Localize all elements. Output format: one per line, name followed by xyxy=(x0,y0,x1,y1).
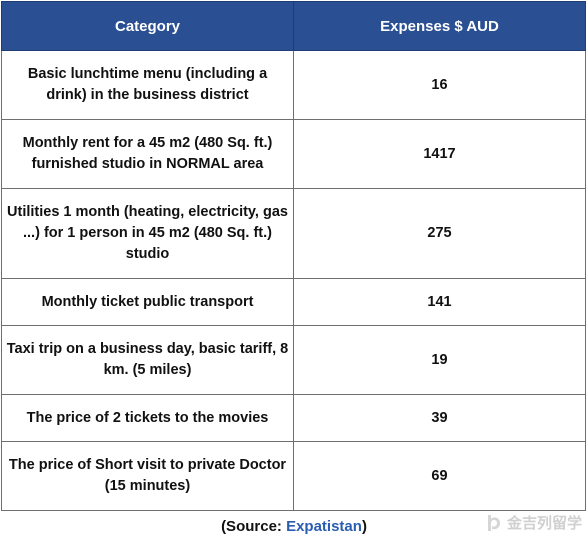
value-cell: 69 xyxy=(293,441,586,511)
table-row: Monthly ticket public transport 141 xyxy=(1,278,586,326)
source-link[interactable]: Expatistan xyxy=(286,518,362,535)
value-cell: 16 xyxy=(293,50,586,120)
table-row: The price of Short visit to private Doct… xyxy=(1,441,586,511)
table-row: Monthly rent for a 45 m2 (480 Sq. ft.) f… xyxy=(1,119,586,189)
header-category: Category xyxy=(1,1,294,51)
category-cell: Basic lunchtime menu (including a drink)… xyxy=(1,50,294,120)
source-prefix: (Source: xyxy=(221,518,287,535)
watermark-text: 金吉列留学 xyxy=(506,515,582,532)
header-expenses: Expenses $ AUD xyxy=(293,1,586,51)
category-cell: Utilities 1 month (heating, electricity,… xyxy=(1,188,294,279)
table-row: The price of 2 tickets to the movies 39 xyxy=(1,394,586,442)
table-row: Taxi trip on a business day, basic tarif… xyxy=(1,325,586,395)
source-caption: (Source: Expatistan) xyxy=(0,518,588,535)
watermark: 金吉列留学 xyxy=(485,512,582,533)
source-suffix: ) xyxy=(361,518,367,535)
table-header-row: Category Expenses $ AUD xyxy=(1,1,586,51)
value-cell: 275 xyxy=(293,188,586,279)
value-cell: 39 xyxy=(293,394,586,442)
category-cell: The price of 2 tickets to the movies xyxy=(1,394,294,442)
value-cell: 19 xyxy=(293,325,586,395)
category-cell: Monthly rent for a 45 m2 (480 Sq. ft.) f… xyxy=(1,119,294,189)
expenses-table-container: Category Expenses $ AUD Basic lunchtime … xyxy=(1,1,586,511)
expenses-table: Category Expenses $ AUD Basic lunchtime … xyxy=(1,1,586,511)
category-cell: The price of Short visit to private Doct… xyxy=(1,441,294,511)
value-cell: 141 xyxy=(293,278,586,326)
logo-icon xyxy=(485,513,503,533)
table-row: Utilities 1 month (heating, electricity,… xyxy=(1,188,586,279)
value-cell: 1417 xyxy=(293,119,586,189)
table-row: Basic lunchtime menu (including a drink)… xyxy=(1,50,586,120)
category-cell: Monthly ticket public transport xyxy=(1,278,294,326)
category-cell: Taxi trip on a business day, basic tarif… xyxy=(1,325,294,395)
